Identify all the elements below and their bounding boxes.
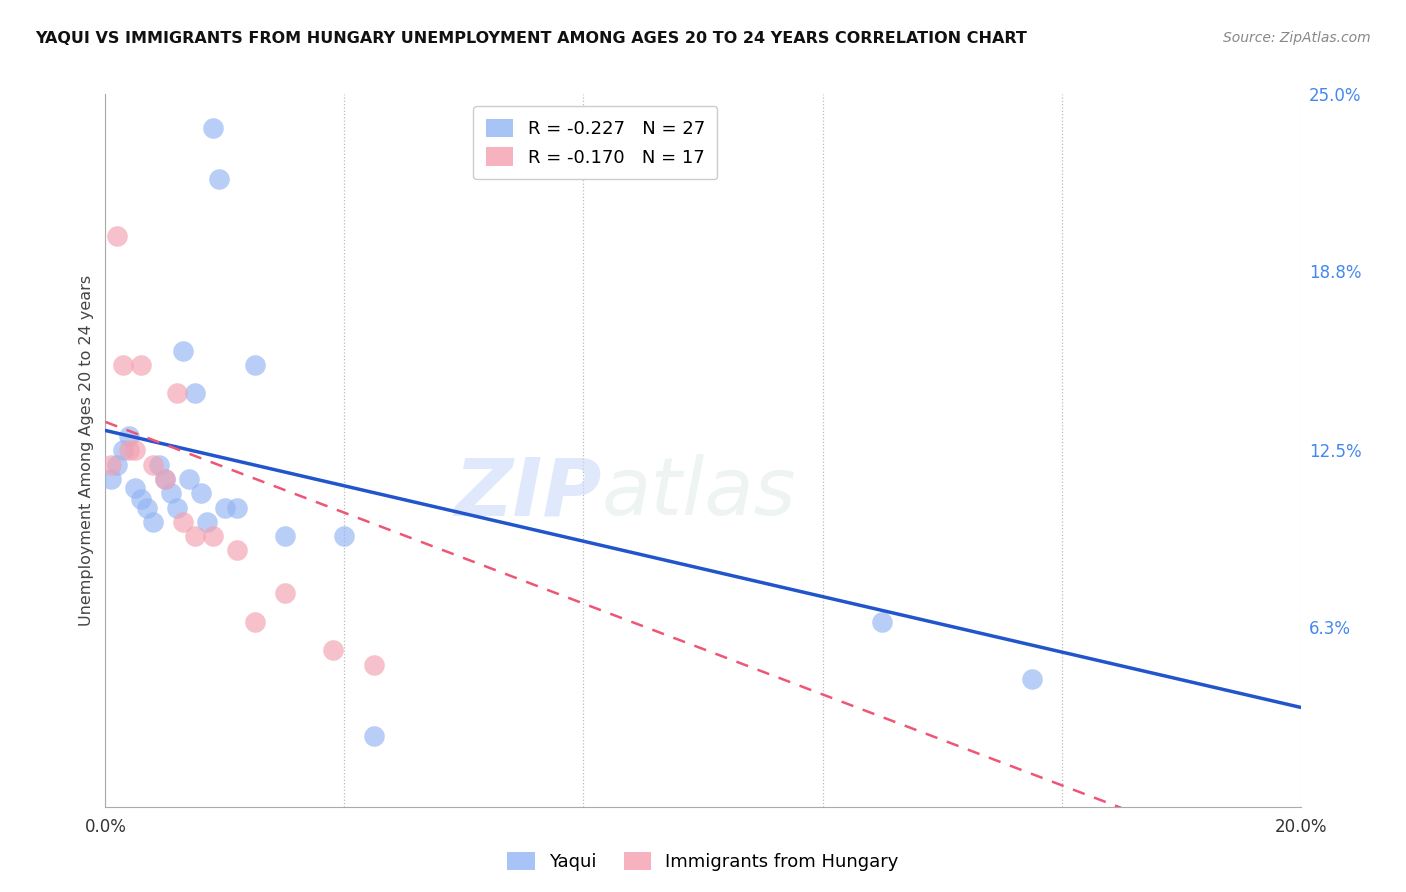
Point xyxy=(107,458,129,472)
Point xyxy=(184,529,207,543)
Point xyxy=(195,515,218,529)
Y-axis label: Unemployment Among Ages 20 to 24 years: Unemployment Among Ages 20 to 24 years xyxy=(79,275,94,626)
Point xyxy=(142,515,165,529)
Point xyxy=(129,358,153,372)
Point xyxy=(166,500,188,515)
Point xyxy=(225,543,249,558)
Point xyxy=(177,472,201,486)
Point xyxy=(107,229,129,244)
Point xyxy=(118,429,141,443)
Point xyxy=(333,529,356,543)
Text: YAQUI VS IMMIGRANTS FROM HUNGARY UNEMPLOYMENT AMONG AGES 20 TO 24 YEARS CORRELAT: YAQUI VS IMMIGRANTS FROM HUNGARY UNEMPLO… xyxy=(35,31,1026,46)
Point xyxy=(1021,672,1043,686)
Point xyxy=(243,358,266,372)
Point xyxy=(124,481,146,495)
Point xyxy=(273,586,295,600)
Point xyxy=(202,529,225,543)
Point xyxy=(190,486,212,500)
Point xyxy=(273,529,295,543)
Point xyxy=(118,443,141,458)
Text: Source: ZipAtlas.com: Source: ZipAtlas.com xyxy=(1223,31,1371,45)
Point xyxy=(166,386,188,401)
Point xyxy=(155,472,177,486)
Point xyxy=(225,500,249,515)
Point xyxy=(136,500,159,515)
Point xyxy=(363,729,385,743)
Point xyxy=(155,472,177,486)
Text: ZIP: ZIP xyxy=(454,454,602,533)
Point xyxy=(208,172,231,186)
Point xyxy=(100,458,122,472)
Legend: R = -0.227   N = 27, R = -0.170   N = 17: R = -0.227 N = 27, R = -0.170 N = 17 xyxy=(474,106,717,179)
Point xyxy=(129,491,153,506)
Point xyxy=(184,386,207,401)
Point xyxy=(148,458,170,472)
Point xyxy=(100,472,122,486)
Point xyxy=(872,615,894,629)
Point xyxy=(363,657,385,672)
Point xyxy=(124,443,146,458)
Point xyxy=(202,120,225,135)
Point xyxy=(172,515,194,529)
Point xyxy=(142,458,165,472)
Point xyxy=(243,615,266,629)
Point xyxy=(321,643,344,657)
Point xyxy=(160,486,183,500)
Point xyxy=(112,443,135,458)
Point xyxy=(112,358,135,372)
Text: atlas: atlas xyxy=(602,454,796,533)
Legend: Yaqui, Immigrants from Hungary: Yaqui, Immigrants from Hungary xyxy=(501,845,905,879)
Point xyxy=(172,343,194,358)
Point xyxy=(214,500,236,515)
